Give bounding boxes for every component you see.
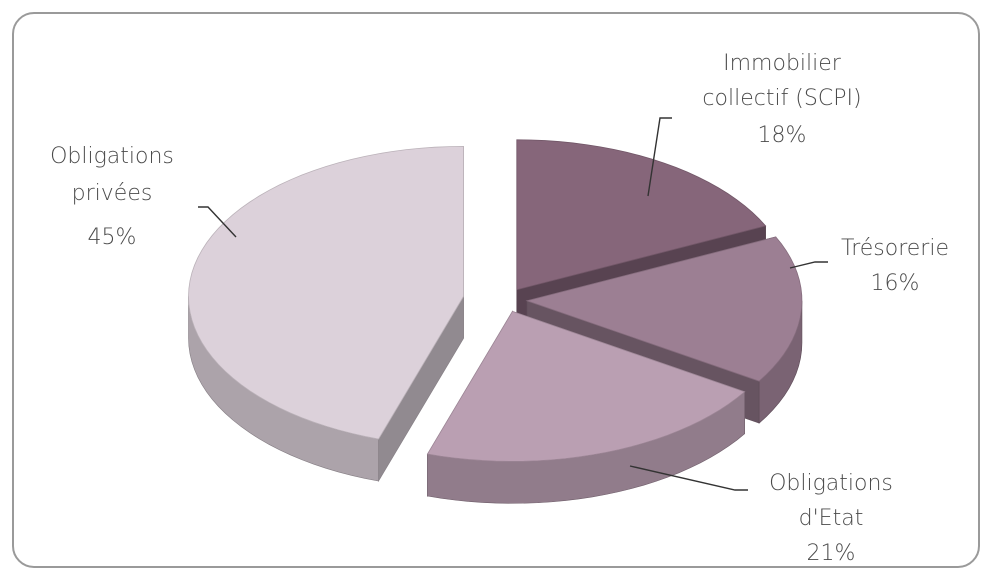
leader-line-obligations-privees (198, 206, 237, 238)
label-obligations-privees: Obligations privées 45% (50, 144, 174, 250)
slices-layer (188, 139, 803, 504)
label-tresorerie-percent: 16% (871, 271, 920, 296)
leader-line-tresorerie (789, 261, 828, 269)
label-obligations-privees-line1: Obligations (50, 144, 174, 169)
pie-slice-0 (516, 139, 767, 291)
label-immobilier-line1: Immobilier (723, 51, 842, 76)
label-immobilier-line2: collectif (SCPI) (702, 86, 861, 111)
pie-slice-1 (525, 236, 803, 382)
label-obligations-etat-line1: Obligations (769, 471, 893, 496)
label-obligations-etat-line2: d'Etat (799, 506, 864, 531)
label-obligations-privees-percent: 45% (88, 225, 137, 250)
label-immobilier: Immobilier collectif (SCPI) 18% (702, 51, 861, 148)
label-obligations-privees-line2: privées (72, 181, 153, 206)
label-obligations-etat-percent: 21% (807, 541, 856, 566)
label-immobilier-percent: 18% (758, 123, 807, 148)
leader-line-immobilier (647, 117, 672, 197)
pie-slice-2 (426, 310, 746, 462)
leader-line-obligations-etat (629, 465, 748, 491)
label-tresorerie: Trésorerie 16% (841, 236, 949, 296)
label-tresorerie-line1: Trésorerie (841, 236, 949, 261)
label-obligations-etat: Obligations d'Etat 21% (769, 471, 893, 566)
leaders-layer (198, 117, 828, 491)
pie-slice-3 (188, 145, 464, 440)
